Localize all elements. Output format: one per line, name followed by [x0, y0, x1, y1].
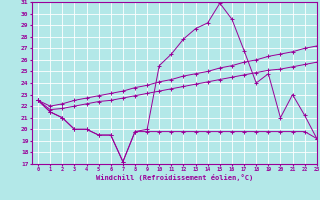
X-axis label: Windchill (Refroidissement éolien,°C): Windchill (Refroidissement éolien,°C)	[96, 174, 253, 181]
